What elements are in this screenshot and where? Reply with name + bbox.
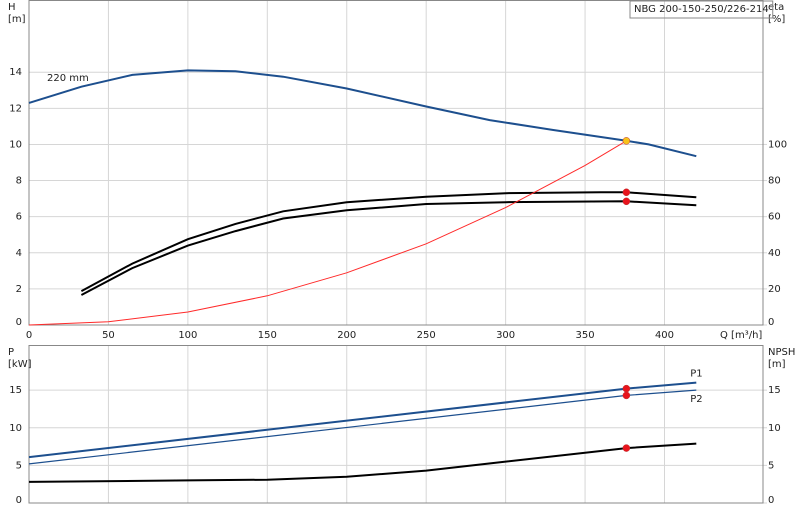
operating-point bbox=[622, 188, 631, 197]
y-tick-label: 4 bbox=[16, 248, 22, 259]
operating-point bbox=[622, 384, 631, 393]
series-line bbox=[80, 191, 697, 292]
series-line bbox=[80, 200, 697, 296]
title-box bbox=[629, 0, 774, 19]
series-label: P2 bbox=[690, 394, 702, 405]
y-tick-label: 12 bbox=[9, 103, 22, 114]
y-tick-label: 2 bbox=[16, 284, 22, 295]
y2-tick-label: 40 bbox=[768, 248, 781, 259]
operating-point bbox=[622, 391, 631, 400]
y2-tick-label: 80 bbox=[768, 176, 781, 187]
y-tick-label: 0 bbox=[16, 495, 22, 506]
y2-axis-label: eta bbox=[768, 2, 784, 13]
x-tick-label: 0 bbox=[26, 330, 32, 341]
y2-tick-label: 15 bbox=[768, 385, 781, 396]
x-tick-label: 300 bbox=[496, 330, 515, 341]
series-line bbox=[28, 442, 697, 483]
y-tick-label: 5 bbox=[16, 460, 22, 471]
plot-frame bbox=[28, 0, 764, 326]
y-axis-label: H bbox=[8, 2, 16, 13]
y-tick-label: 0 bbox=[16, 317, 22, 328]
x-axis-label: Q [m³/h] bbox=[720, 330, 762, 341]
y-axis-unit: [m] bbox=[8, 14, 26, 25]
y-tick-label: 14 bbox=[9, 67, 22, 78]
x-tick-label: 400 bbox=[655, 330, 674, 341]
y-tick-label: 15 bbox=[9, 385, 22, 396]
operating-point bbox=[622, 197, 631, 206]
y-axis-label: P bbox=[8, 347, 14, 358]
x-tick-label: 50 bbox=[102, 330, 115, 341]
operating-point bbox=[622, 444, 631, 452]
y2-tick-label: 0 bbox=[768, 495, 774, 506]
y2-tick-label: 5 bbox=[768, 460, 774, 471]
y2-axis-label: NPSH bbox=[768, 347, 795, 358]
operating-point bbox=[622, 137, 631, 145]
y-tick-label: 10 bbox=[9, 423, 22, 434]
series-line bbox=[28, 69, 697, 158]
y2-axis-unit: [m] bbox=[768, 359, 786, 370]
y-tick-label: 8 bbox=[16, 176, 22, 187]
x-tick-label: 200 bbox=[337, 330, 356, 341]
y2-tick-label: 0 bbox=[768, 317, 774, 328]
y2-axis-unit: [%] bbox=[768, 14, 785, 25]
chart-title: NBG 200-150-250/226-214 bbox=[634, 4, 769, 15]
y-tick-label: 10 bbox=[9, 139, 22, 150]
y2-tick-label: 10 bbox=[768, 423, 781, 434]
x-tick-label: 350 bbox=[576, 330, 595, 341]
x-tick-label: 150 bbox=[258, 330, 277, 341]
series-line bbox=[28, 140, 627, 326]
y2-tick-label: 20 bbox=[768, 284, 781, 295]
y2-tick-label: 60 bbox=[768, 212, 781, 223]
series-line bbox=[28, 381, 697, 459]
x-tick-label: 100 bbox=[178, 330, 197, 341]
y2-tick-label: 100 bbox=[768, 139, 787, 150]
y-axis-unit: [kW] bbox=[8, 359, 32, 370]
series-label: 220 mm bbox=[47, 73, 89, 84]
series-label: P1 bbox=[690, 369, 702, 380]
series-line bbox=[28, 389, 697, 465]
plot-frame bbox=[28, 345, 764, 504]
y-tick-label: 6 bbox=[16, 212, 22, 223]
x-tick-label: 250 bbox=[417, 330, 436, 341]
